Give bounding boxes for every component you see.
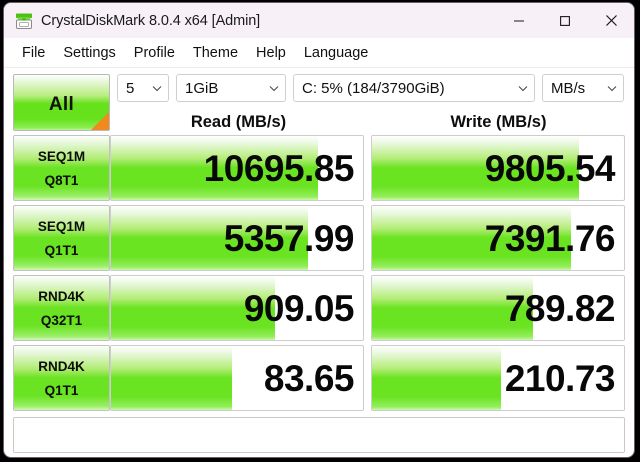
title-bar: CrystalDiskMark 8.0.4 x64 [Admin] <box>4 3 634 38</box>
crystaldiskmark-window: CrystalDiskMark 8.0.4 x64 [Admin] File S… <box>3 2 635 458</box>
write-result-cell[interactable]: 7391.76 <box>371 205 625 271</box>
chevron-down-icon <box>146 85 168 92</box>
test-count-select[interactable]: 5 <box>117 74 169 102</box>
test-size-select[interactable]: 1GiB <box>176 74 286 102</box>
write-result-cell[interactable]: 789.82 <box>371 275 625 341</box>
read-bar-fill <box>111 136 318 200</box>
test-queue-label: Q8T1 <box>44 172 79 188</box>
result-row: RND4K Q32T1 909.05 789.82 <box>13 275 625 341</box>
read-bar-fill <box>111 346 232 410</box>
all-button-corner-marker <box>91 112 109 130</box>
read-result-cell[interactable]: 5357.99 <box>110 205 364 271</box>
write-bar-fill <box>372 276 534 340</box>
result-row: RND4K Q1T1 83.65 210.73 <box>13 345 625 411</box>
menu-item-language[interactable]: Language <box>303 44 369 61</box>
unit-select[interactable]: MB/s <box>542 74 624 102</box>
read-value: 10695.85 <box>203 147 355 189</box>
row-gap <box>364 275 371 341</box>
write-value: 210.73 <box>504 357 616 399</box>
read-value: 909.05 <box>243 287 355 329</box>
read-result-cell[interactable]: 83.65 <box>110 345 364 411</box>
test-button-rnd4k-q1t1[interactable]: RND4K Q1T1 <box>13 345 110 411</box>
write-value: 9805.54 <box>484 147 616 189</box>
menu-bar: File Settings Profile Theme Help Languag… <box>4 38 634 68</box>
column-headers: Read (MB/s) Write (MB/s) <box>13 110 625 135</box>
window-title: CrystalDiskMark 8.0.4 x64 [Admin] <box>41 12 261 29</box>
main-content: All 5 1GiB C: 5% (184/3790GiB) <box>4 68 634 415</box>
test-name-label: RND4K <box>38 358 85 374</box>
test-size-value: 1GiB <box>185 79 219 97</box>
test-name-label: SEQ1M <box>37 148 86 164</box>
chevron-down-icon <box>601 85 623 92</box>
chevron-down-icon <box>263 85 285 92</box>
test-name-label: RND4K <box>38 288 85 304</box>
close-button[interactable] <box>588 3 634 38</box>
run-all-button[interactable]: All <box>13 74 110 131</box>
chevron-down-icon <box>512 85 534 92</box>
unit-value: MB/s <box>551 79 586 97</box>
row-gap <box>364 205 371 271</box>
read-value: 83.65 <box>263 357 355 399</box>
run-all-label: All <box>48 93 75 115</box>
test-button-seq1m-q8t1[interactable]: SEQ1M Q8T1 <box>13 135 110 201</box>
test-name-label: SEQ1M <box>37 218 86 234</box>
benchmark-results: SEQ1M Q8T1 10695.85 9805.54 SEQ1M Q1T1 <box>13 135 625 415</box>
toolbar: All 5 1GiB C: 5% (184/3790GiB) <box>13 74 625 131</box>
drive-select[interactable]: C: 5% (184/3790GiB) <box>293 74 535 102</box>
maximize-button[interactable] <box>542 3 588 38</box>
read-column-header: Read (MB/s) <box>190 113 287 131</box>
minimize-button[interactable] <box>496 3 542 38</box>
test-button-seq1m-q1t1[interactable]: SEQ1M Q1T1 <box>13 205 110 271</box>
test-queue-label: Q32T1 <box>40 312 83 328</box>
menu-item-theme[interactable]: Theme <box>192 44 239 61</box>
result-row: SEQ1M Q8T1 10695.85 9805.54 <box>13 135 625 201</box>
write-column-header: Write (MB/s) <box>450 113 547 131</box>
status-bar <box>13 417 625 453</box>
drive-value: C: 5% (184/3790GiB) <box>302 79 445 97</box>
write-result-cell[interactable]: 9805.54 <box>371 135 625 201</box>
read-value: 5357.99 <box>223 217 355 259</box>
read-result-cell[interactable]: 10695.85 <box>110 135 364 201</box>
write-bar-fill <box>372 136 579 200</box>
menu-item-settings[interactable]: Settings <box>63 44 116 61</box>
result-row: SEQ1M Q1T1 5357.99 7391.76 <box>13 205 625 271</box>
test-count-value: 5 <box>126 79 135 97</box>
read-result-cell[interactable]: 909.05 <box>110 275 364 341</box>
test-queue-label: Q1T1 <box>44 242 79 258</box>
write-value: 7391.76 <box>484 217 616 259</box>
write-bar-fill <box>372 346 501 410</box>
test-queue-label: Q1T1 <box>44 382 79 398</box>
write-bar-fill <box>372 206 572 270</box>
write-value: 789.82 <box>504 287 616 329</box>
menu-item-file[interactable]: File <box>22 44 46 61</box>
menu-item-profile[interactable]: Profile <box>133 44 175 61</box>
row-gap <box>364 135 371 201</box>
window-controls <box>496 3 634 38</box>
test-button-rnd4k-q32t1[interactable]: RND4K Q32T1 <box>13 275 110 341</box>
row-gap <box>364 345 371 411</box>
app-icon <box>14 11 34 31</box>
menu-item-help[interactable]: Help <box>256 44 286 61</box>
read-bar-fill <box>111 276 275 340</box>
read-bar-fill <box>111 206 308 270</box>
write-result-cell[interactable]: 210.73 <box>371 345 625 411</box>
